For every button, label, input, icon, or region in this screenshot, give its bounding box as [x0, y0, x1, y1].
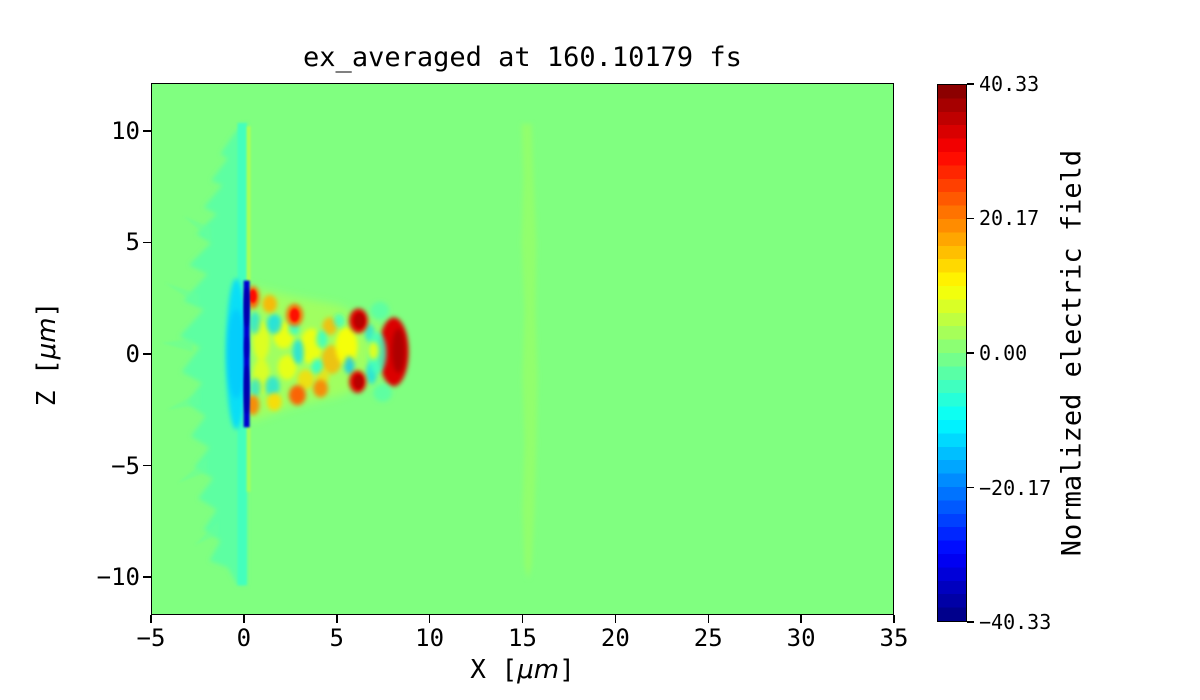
field-blob	[315, 330, 328, 349]
field-blob	[322, 317, 338, 336]
field-blob	[289, 385, 306, 406]
field-blob	[391, 328, 405, 373]
colorbar-tick-label: 40.33	[979, 72, 1040, 96]
field-blob	[262, 295, 278, 313]
field-blob	[297, 369, 315, 390]
plot-title: ex_averaged at 160.10179 fs	[303, 42, 742, 73]
yellow-line-bottom	[246, 427, 251, 492]
x-tick	[521, 615, 524, 623]
field-blob	[266, 392, 282, 411]
field-blob	[249, 289, 257, 303]
x-tick-label: −5	[136, 624, 166, 652]
field-blob	[333, 314, 345, 328]
colorbar-label: Normalized electric field	[1056, 149, 1088, 557]
field-blob	[264, 376, 280, 397]
x-tick	[893, 615, 895, 623]
y-tick-label: 10	[111, 116, 140, 145]
field-blob	[313, 379, 328, 398]
field-heatmap	[152, 84, 893, 614]
field-blob	[354, 313, 365, 329]
colorbar-tick-label: −20.17	[979, 475, 1052, 500]
x-tick-label: 25	[693, 624, 723, 652]
y-tick-label: −5	[111, 451, 140, 480]
y-tick	[143, 130, 151, 132]
yellow-line-top	[246, 126, 251, 281]
x-tick-label: 30	[786, 624, 816, 652]
streak	[194, 520, 219, 546]
colorbar	[937, 84, 967, 622]
field-blob	[335, 327, 358, 366]
plasma-sheath-teal-fan	[179, 122, 247, 586]
colorbar-tick	[967, 217, 974, 220]
x-axis-unit: μm	[517, 655, 560, 685]
x-tick	[800, 615, 802, 623]
colorbar-tick	[967, 83, 974, 85]
streak	[166, 391, 201, 410]
x-tick	[150, 615, 152, 623]
field-blob	[368, 341, 379, 360]
y-tick	[143, 576, 151, 578]
x-tick-label: 15	[508, 624, 537, 652]
colorbar-tick-label: 20.17	[979, 206, 1040, 231]
y-tick-label: −10	[96, 563, 140, 592]
colorbar-tick	[967, 621, 974, 623]
streak	[164, 282, 199, 306]
x-axis-label-close: ]	[559, 655, 575, 685]
streak	[177, 458, 208, 483]
field-blob	[244, 336, 249, 359]
field-blob	[249, 311, 261, 335]
field-blob	[353, 375, 364, 389]
x-tick	[614, 615, 617, 623]
colorbar-tick-label: −40.33	[979, 610, 1052, 634]
field-blob	[244, 287, 250, 328]
y-tick-label: 5	[125, 228, 140, 257]
y-tick	[143, 241, 151, 244]
streak	[161, 338, 193, 352]
colorbar-tick-label: 0.00	[979, 341, 1028, 365]
field-blob	[370, 301, 390, 320]
field-blob	[373, 384, 392, 402]
x-tick-label: 0	[236, 624, 252, 652]
field-blob	[344, 356, 355, 375]
field-blob	[277, 355, 297, 380]
x-tick	[707, 615, 709, 623]
faint-stripe-x15	[521, 124, 538, 580]
field-blob	[311, 358, 323, 375]
field-blob	[266, 314, 282, 334]
field-blob	[246, 395, 260, 416]
y-tick	[143, 464, 151, 467]
field-blob	[292, 339, 304, 365]
colorbar-tick	[967, 486, 974, 489]
y-axis-label-close: ]	[32, 301, 62, 318]
field-blob	[250, 378, 262, 397]
x-tick	[243, 615, 245, 623]
x-tick	[428, 615, 431, 623]
colorbar-tick	[967, 352, 974, 354]
field-blob	[226, 309, 246, 399]
x-tick-label: 35	[879, 624, 909, 652]
x-tick	[336, 615, 338, 623]
plot-area	[151, 83, 894, 615]
y-tick-label: 0	[125, 340, 140, 369]
x-tick-label: 5	[329, 624, 344, 652]
x-tick-label: 10	[415, 624, 445, 652]
x-tick-label: 20	[600, 624, 630, 652]
streak	[183, 216, 212, 241]
field-blob	[290, 308, 300, 322]
x-axis-label: X [μm]	[151, 655, 894, 685]
x-axis-label-text: X [	[470, 655, 518, 685]
y-tick	[143, 353, 151, 355]
field-blob	[244, 365, 250, 414]
